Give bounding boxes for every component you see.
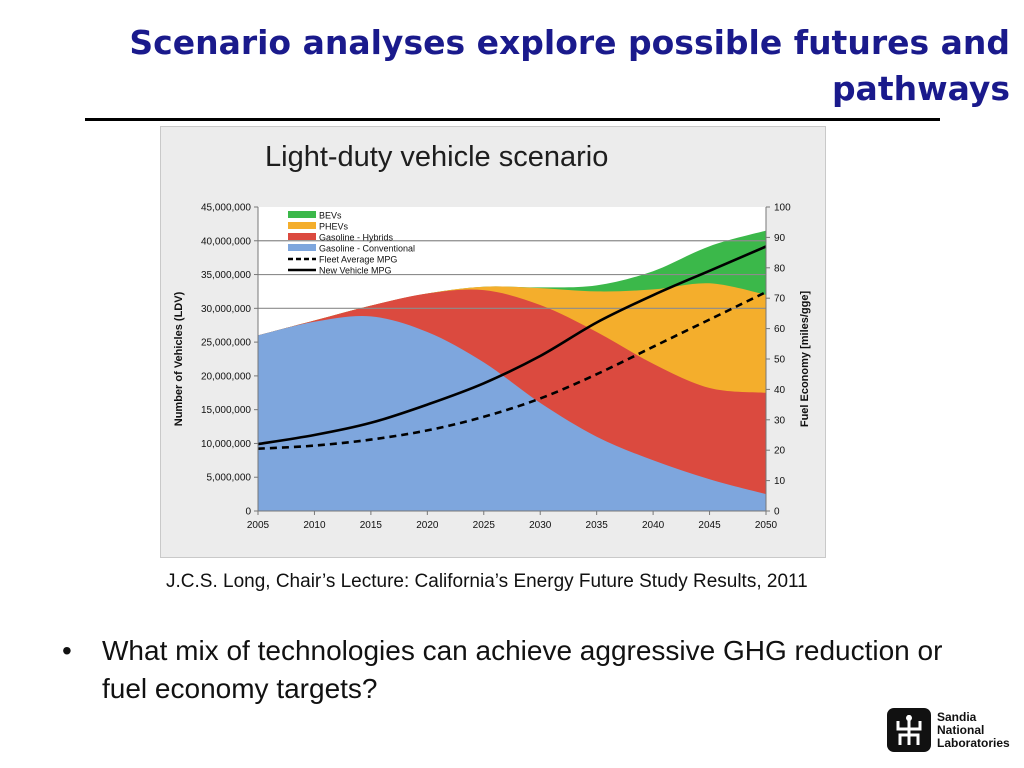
- legend-label: Fleet Average MPG: [319, 255, 397, 265]
- x-tick-label: 2020: [416, 520, 439, 531]
- bullet-text: What mix of technologies can achieve agg…: [102, 635, 943, 704]
- area-gasoline-conventional: [258, 316, 766, 511]
- sandia-logo-text: Sandia National Laboratories: [937, 709, 1010, 750]
- line-fleet-average-mpg: [257, 290, 767, 450]
- line-new-vehicle-mpg: [257, 245, 767, 446]
- y-tick-label: 25,000,000: [201, 338, 251, 349]
- source-citation: J.C.S. Long, Chair’s Lecture: California…: [166, 571, 808, 592]
- legend-label: Gasoline - Conventional: [319, 244, 415, 254]
- x-tick-label: 2005: [247, 520, 270, 531]
- y-tick-label: 5,000,000: [207, 473, 252, 484]
- x-tick-label: 2010: [303, 520, 326, 531]
- y-right-tick-label: 80: [774, 263, 786, 274]
- bullet-point: • What mix of technologies can achieve a…: [62, 632, 962, 708]
- x-tick-label: 2050: [755, 520, 778, 531]
- legend-label: PHEVs: [319, 222, 349, 232]
- y-right-tick-label: 40: [774, 385, 786, 396]
- vehicle-scenario-chart: Light-duty vehicle scenario 0 5,000,000 10,…: [173, 141, 811, 531]
- sandia-logo: Sandia National Laboratories: [887, 708, 1010, 752]
- y-right-tick-label: 0: [774, 507, 780, 518]
- y-tick-label: 40,000,000: [201, 236, 251, 247]
- y-right-tick-label: 20: [774, 446, 786, 457]
- y-right-tick-label: 10: [774, 476, 786, 487]
- bullet-icon: •: [62, 635, 72, 666]
- y-right-axis-title: Fuel Economy [miles/gge]: [799, 291, 811, 428]
- legend-label: Gasoline - Hybrids: [319, 233, 394, 243]
- y-tick-label: 10,000,000: [201, 439, 251, 450]
- logo-line: National: [937, 722, 985, 737]
- logo-line: Sandia: [937, 709, 977, 724]
- logo-line: Laboratories: [937, 735, 1010, 750]
- legend-label: BEVs: [319, 211, 342, 221]
- legend-swatch: [288, 233, 316, 240]
- x-tick-label: 2015: [360, 520, 383, 531]
- x-tick-label: 2025: [473, 520, 496, 531]
- y-tick-label: 35,000,000: [201, 270, 251, 281]
- y-tick-label: 15,000,000: [201, 405, 251, 416]
- legend-swatch: [288, 222, 316, 229]
- sandia-thunderbird-icon: [887, 708, 931, 752]
- y-tick-label: 0: [245, 507, 251, 518]
- y-right-tick-label: 50: [774, 355, 786, 366]
- legend-swatch: [288, 211, 316, 218]
- legend-swatch: [288, 244, 316, 251]
- y-right-tick-label: 70: [774, 294, 786, 305]
- y-right-tick-label: 60: [774, 324, 786, 335]
- x-tick-label: 2030: [529, 520, 552, 531]
- title-divider: [85, 118, 940, 121]
- y-tick-label: 45,000,000: [201, 203, 251, 214]
- y-tick-label: 30,000,000: [201, 304, 251, 315]
- y-right-tick-label: 90: [774, 233, 786, 244]
- x-tick-label: 2035: [586, 520, 609, 531]
- legend-label: New Vehicle MPG: [319, 266, 392, 276]
- y-axis-title: Number of Vehicles (LDV): [173, 291, 185, 426]
- x-tick-label: 2045: [698, 520, 721, 531]
- chart-title: Light-duty vehicle scenario: [265, 141, 608, 173]
- y-right-tick-label: 30: [774, 415, 786, 426]
- y-right-tick-label: 100: [774, 203, 791, 214]
- slide-title: Scenario analyses explore possible futur…: [129, 23, 1010, 108]
- x-tick-label: 2040: [642, 520, 665, 531]
- y-tick-label: 20,000,000: [201, 371, 251, 382]
